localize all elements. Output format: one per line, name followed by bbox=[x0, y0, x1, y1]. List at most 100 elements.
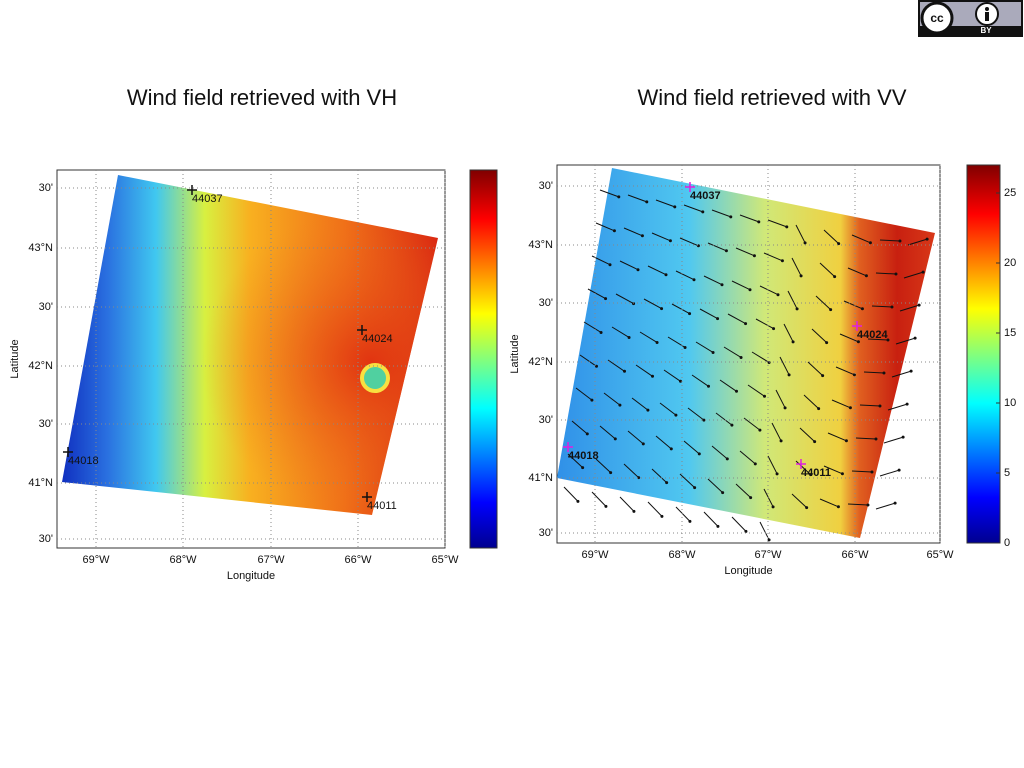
wind-arrow bbox=[563, 486, 579, 502]
wind-arrow bbox=[735, 247, 755, 257]
wind-arrow bbox=[639, 331, 658, 343]
wind-arrow bbox=[675, 270, 695, 281]
wind-arrow bbox=[631, 397, 649, 411]
colorbar-tick-label: 5 bbox=[1004, 467, 1010, 479]
wind-arrow-head bbox=[894, 272, 898, 276]
wind-arrow bbox=[727, 313, 746, 325]
wind-arrow bbox=[595, 458, 611, 473]
wind-arrow-head bbox=[836, 505, 840, 509]
y-tick-label: 30' bbox=[539, 527, 553, 539]
x-tick-label: 69°W bbox=[82, 554, 110, 566]
wind-arrow-head bbox=[595, 364, 599, 368]
wind-arrow-head bbox=[716, 317, 720, 321]
wind-arrow bbox=[791, 257, 802, 277]
wind-arrow bbox=[663, 369, 681, 382]
wind-arrow bbox=[891, 370, 912, 378]
y-tick-label: 42°N bbox=[28, 360, 53, 372]
wind-arrow bbox=[655, 435, 672, 450]
wind-arrow-head bbox=[772, 327, 776, 331]
station-marker bbox=[796, 459, 806, 469]
x-axis-label: Longitude bbox=[227, 570, 275, 582]
x-tick-label: 67°W bbox=[754, 549, 782, 561]
wind-arrow bbox=[747, 384, 765, 397]
y-tick-label: 43°N bbox=[528, 239, 553, 251]
wind-arrow-head bbox=[833, 275, 837, 279]
panel-title: Wind field retrieved with VV bbox=[638, 85, 907, 110]
wind-arrow-head bbox=[730, 423, 734, 427]
wind-arrow-head bbox=[623, 369, 627, 373]
license-badge: cc BY bbox=[918, 0, 1023, 37]
wind-arrow-head bbox=[660, 307, 664, 311]
wind-arrow bbox=[623, 463, 639, 478]
wind-arrow-head bbox=[729, 215, 733, 219]
wind-arrow bbox=[683, 204, 703, 213]
wind-arrow bbox=[599, 189, 619, 198]
x-tick-label: 68°W bbox=[668, 549, 696, 561]
wind-arrow-head bbox=[803, 241, 807, 245]
station-label: 44037 bbox=[192, 193, 223, 205]
wind-arrow-head bbox=[898, 239, 902, 243]
wind-arrow-head bbox=[735, 389, 739, 393]
station-label: 44011 bbox=[801, 467, 831, 479]
y-tick-label: 41°N bbox=[28, 477, 53, 489]
wind-arrow bbox=[739, 214, 759, 223]
wind-arrow bbox=[579, 354, 597, 367]
wind-arrow-head bbox=[707, 384, 711, 388]
colorbar-tick-label: 20 bbox=[1004, 257, 1016, 269]
wind-arrow-head bbox=[757, 220, 761, 224]
wind-arrow-head bbox=[921, 270, 925, 274]
wind-arrow bbox=[855, 437, 876, 440]
wind-arrow bbox=[875, 502, 896, 510]
wind-arrow bbox=[875, 272, 896, 275]
colorbar-tick-label: 10 bbox=[1004, 397, 1016, 409]
station-marker bbox=[852, 321, 862, 331]
wind-arrow bbox=[843, 300, 863, 310]
wind-arrow-head bbox=[688, 312, 692, 316]
wind-arrow bbox=[635, 364, 653, 377]
wind-arrow bbox=[619, 496, 635, 512]
wind-arrow bbox=[803, 394, 819, 409]
wind-arrow-head bbox=[604, 297, 608, 301]
wind-arrow bbox=[907, 238, 928, 246]
wind-arrow-head bbox=[925, 237, 929, 241]
wind-arrow-head bbox=[673, 205, 677, 209]
x-tick-label: 68°W bbox=[169, 554, 197, 566]
wind-arrow bbox=[831, 399, 851, 409]
wind-arrow bbox=[731, 280, 751, 291]
wind-arrow bbox=[719, 379, 737, 392]
wind-arrow-head bbox=[844, 439, 848, 443]
wind-arrow bbox=[819, 498, 839, 508]
wind-field bbox=[557, 168, 935, 538]
wind-arrow bbox=[707, 478, 723, 493]
wind-arrow bbox=[895, 337, 916, 345]
wind-arrow bbox=[899, 304, 920, 312]
wind-arrow-head bbox=[917, 303, 921, 307]
wind-arrow-head bbox=[590, 398, 594, 402]
wind-arrow-head bbox=[692, 278, 696, 282]
wind-arrow-head bbox=[870, 470, 874, 474]
wind-arrow-head bbox=[613, 437, 617, 441]
y-axis-label: Latitude bbox=[9, 339, 21, 378]
wind-arrow-head bbox=[864, 274, 868, 278]
wind-arrow bbox=[763, 252, 783, 262]
colorbar-tick-label: 0 bbox=[1004, 537, 1010, 549]
wind-arrow-head bbox=[693, 486, 697, 490]
wind-arrow bbox=[687, 407, 705, 421]
wind-arrow-head bbox=[780, 259, 784, 263]
wind-arrow bbox=[783, 323, 794, 343]
wind-arrow-head bbox=[799, 274, 803, 278]
wind-arrow-head bbox=[627, 335, 631, 339]
y-axis-label: Latitude bbox=[509, 334, 521, 373]
wind-arrow bbox=[679, 237, 699, 247]
wind-arrow bbox=[883, 436, 904, 444]
x-tick-label: 67°W bbox=[257, 554, 285, 566]
wind-arrow-head bbox=[640, 234, 644, 238]
wind-arrow bbox=[791, 493, 807, 508]
wind-arrow-head bbox=[829, 308, 833, 312]
wind-arrow-head bbox=[886, 338, 890, 342]
wind-arrow-head bbox=[775, 472, 779, 476]
wind-field-core bbox=[62, 175, 438, 515]
wind-arrow-head bbox=[868, 241, 872, 245]
wind-arrow-head bbox=[701, 210, 705, 214]
wind-arrow bbox=[735, 483, 751, 498]
